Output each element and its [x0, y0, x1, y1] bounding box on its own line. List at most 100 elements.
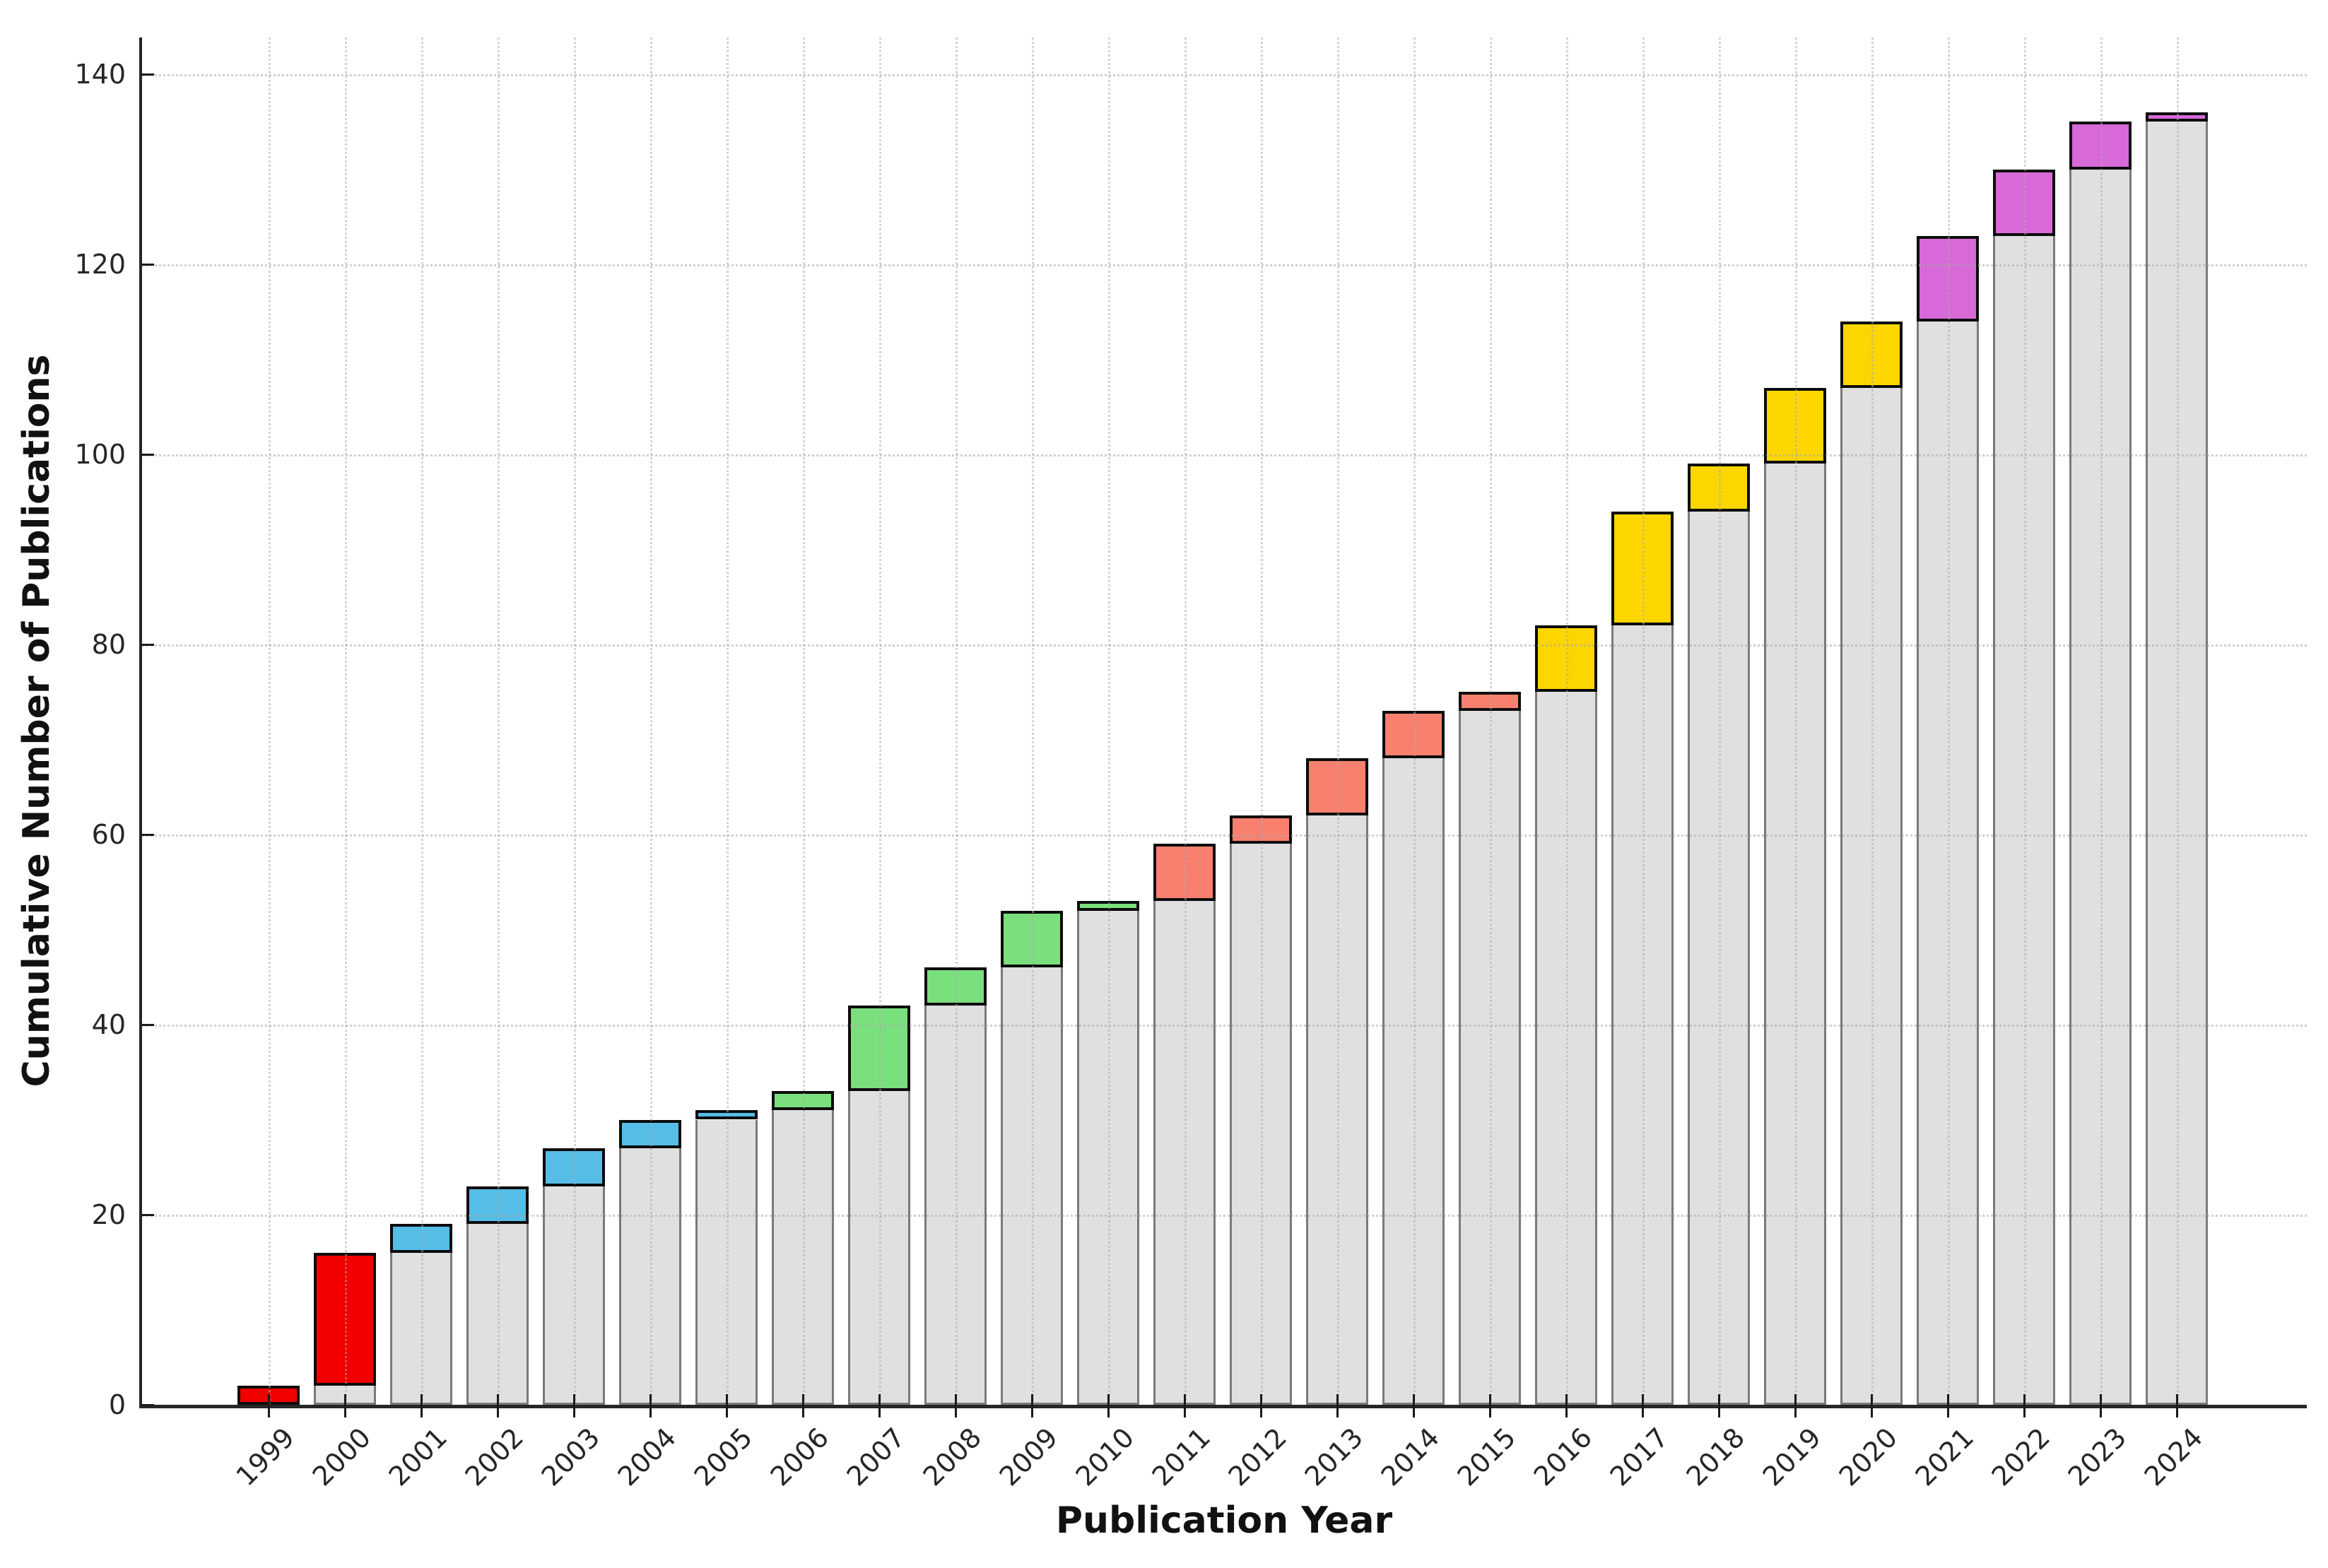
- x-tick-2017: [1642, 1394, 1644, 1417]
- x-tick-label-2022: 2022: [1985, 1422, 2057, 1492]
- x-tick-2001: [421, 1394, 423, 1417]
- v-gridline-2020: [1871, 37, 1874, 1405]
- v-gridline-2007: [879, 37, 881, 1405]
- x-tick-label-2008: 2008: [917, 1422, 988, 1492]
- x-tick-2020: [1871, 1394, 1873, 1417]
- h-gridline-140: [141, 74, 2307, 76]
- h-gridline-80: [141, 644, 2307, 647]
- x-tick-label-2006: 2006: [764, 1422, 835, 1492]
- x-tick-label-2014: 2014: [1375, 1422, 1446, 1492]
- x-tick-1999: [268, 1394, 270, 1417]
- x-tick-2004: [649, 1394, 652, 1417]
- x-tick-2014: [1413, 1394, 1415, 1417]
- x-tick-2000: [344, 1394, 346, 1417]
- y-tick-0: [141, 1404, 154, 1406]
- v-gridline-2019: [1795, 37, 1797, 1405]
- y-tick-label-60: 60: [91, 819, 126, 850]
- x-tick-label-2009: 2009: [993, 1422, 1064, 1492]
- y-axis-title: Cumulative Number of Publications: [16, 354, 58, 1087]
- x-tick-label-2015: 2015: [1451, 1422, 1522, 1492]
- x-tick-2016: [1565, 1394, 1568, 1417]
- x-tick-label-2011: 2011: [1146, 1422, 1217, 1492]
- x-tick-2015: [1489, 1394, 1491, 1417]
- v-gridline-2015: [1490, 37, 1492, 1405]
- x-tick-label-2019: 2019: [1756, 1422, 1828, 1492]
- y-tick-label-140: 140: [74, 59, 126, 90]
- x-tick-2019: [1794, 1394, 1797, 1417]
- x-tick-2006: [802, 1394, 804, 1417]
- x-tick-2003: [573, 1394, 575, 1417]
- v-gridline-2003: [574, 37, 576, 1405]
- x-axis-spine: [139, 1405, 2307, 1408]
- x-tick-2008: [955, 1394, 957, 1417]
- x-tick-label-2018: 2018: [1680, 1422, 1751, 1492]
- v-gridline-2009: [1032, 37, 1034, 1405]
- y-tick-120: [141, 264, 154, 266]
- y-tick-label-20: 20: [91, 1199, 126, 1230]
- x-tick-2009: [1031, 1394, 1033, 1417]
- x-tick-label-2005: 2005: [688, 1422, 759, 1492]
- x-tick-label-2016: 2016: [1527, 1422, 1599, 1492]
- x-tick-label-2021: 2021: [1909, 1422, 1980, 1492]
- v-gridline-2011: [1184, 37, 1187, 1405]
- x-tick-2022: [2023, 1394, 2026, 1417]
- v-gridline-2002: [498, 37, 500, 1405]
- x-tick-label-2003: 2003: [535, 1422, 606, 1492]
- y-tick-40: [141, 1024, 154, 1026]
- v-gridline-2001: [421, 37, 423, 1405]
- h-gridline-100: [141, 454, 2307, 456]
- x-tick-2018: [1718, 1394, 1720, 1417]
- x-tick-2024: [2176, 1394, 2178, 1417]
- v-gridline-2021: [1948, 37, 1950, 1405]
- y-tick-100: [141, 454, 154, 456]
- v-gridline-2004: [650, 37, 652, 1405]
- x-tick-2002: [497, 1394, 499, 1417]
- v-gridline-2017: [1642, 37, 1645, 1405]
- x-tick-label-2023: 2023: [2062, 1422, 2133, 1492]
- y-tick-80: [141, 644, 154, 646]
- v-gridline-2024: [2177, 37, 2179, 1405]
- h-gridline-20: [141, 1215, 2307, 1217]
- x-tick-label-2024: 2024: [2138, 1422, 2209, 1492]
- x-tick-label-2004: 2004: [611, 1422, 683, 1492]
- y-tick-140: [141, 73, 154, 76]
- v-gridline-2012: [1261, 37, 1263, 1405]
- v-gridline-2023: [2100, 37, 2103, 1405]
- h-gridline-40: [141, 1025, 2307, 1027]
- x-tick-label-2007: 2007: [840, 1422, 912, 1492]
- x-tick-2021: [1947, 1394, 1949, 1417]
- x-tick-2011: [1184, 1394, 1186, 1417]
- x-tick-label-2013: 2013: [1298, 1422, 1370, 1492]
- v-gridline-2005: [727, 37, 729, 1405]
- v-gridline-2008: [956, 37, 958, 1405]
- x-tick-2013: [1336, 1394, 1339, 1417]
- x-tick-label-2017: 2017: [1604, 1422, 1675, 1492]
- x-tick-2010: [1107, 1394, 1110, 1417]
- x-axis-title: Publication Year: [1055, 1499, 1393, 1542]
- v-gridline-2022: [2024, 37, 2026, 1405]
- v-gridline-2018: [1719, 37, 1721, 1405]
- x-tick-label-2000: 2000: [306, 1422, 377, 1492]
- y-tick-label-40: 40: [91, 1009, 126, 1040]
- y-tick-label-80: 80: [91, 629, 126, 660]
- v-gridline-1999: [269, 37, 271, 1405]
- v-gridline-2014: [1413, 37, 1416, 1405]
- x-tick-label-2010: 2010: [1069, 1422, 1141, 1492]
- x-tick-label-2002: 2002: [459, 1422, 530, 1492]
- x-tick-label-2012: 2012: [1222, 1422, 1293, 1492]
- x-tick-2007: [878, 1394, 881, 1417]
- y-tick-label-100: 100: [74, 439, 126, 470]
- y-axis-spine: [139, 37, 142, 1408]
- y-tick-label-0: 0: [108, 1389, 126, 1420]
- x-tick-label-2020: 2020: [1833, 1422, 1904, 1492]
- y-tick-60: [141, 834, 154, 836]
- v-gridline-2016: [1566, 37, 1568, 1405]
- x-tick-label-2001: 2001: [382, 1422, 454, 1492]
- h-gridline-60: [141, 835, 2307, 837]
- h-gridline-120: [141, 264, 2307, 266]
- y-tick-label-120: 120: [74, 249, 126, 280]
- x-tick-label-1999: 1999: [230, 1422, 301, 1492]
- v-gridline-2006: [803, 37, 805, 1405]
- x-tick-2012: [1260, 1394, 1262, 1417]
